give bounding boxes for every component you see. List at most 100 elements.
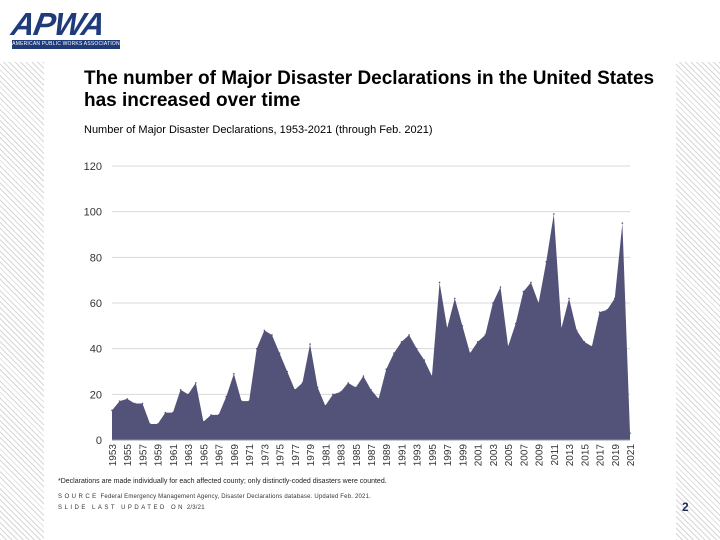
data-point <box>126 398 129 400</box>
data-point <box>545 261 548 263</box>
data-point <box>575 329 578 332</box>
source-label: SOURCE <box>58 494 99 500</box>
chart-title: Number of Major Disaster Declarations, 1… <box>84 124 433 136</box>
data-point <box>332 393 334 396</box>
x-tick-label: 1973 <box>260 444 271 467</box>
data-point <box>187 393 189 396</box>
data-point <box>461 325 464 327</box>
data-point <box>194 382 197 384</box>
x-tick-label: 1983 <box>337 444 348 467</box>
x-tick-label: 1963 <box>184 444 195 467</box>
data-point <box>438 281 441 284</box>
data-point <box>423 359 426 361</box>
y-tick-label: 60 <box>90 298 102 310</box>
data-point <box>431 375 433 377</box>
x-tick-label: 2009 <box>535 444 546 467</box>
logo-wordmark: APWA <box>8 6 108 42</box>
x-tick-label: 1953 <box>108 444 119 467</box>
data-point <box>583 341 586 343</box>
data-point <box>591 345 593 348</box>
data-point <box>111 409 113 412</box>
x-tick-label: 1961 <box>169 444 180 467</box>
x-tick-label: 2011 <box>550 444 561 466</box>
slide-title: The number of Major Disaster Declaration… <box>84 68 655 111</box>
data-point <box>476 341 479 343</box>
y-tick-label: 20 <box>90 389 102 401</box>
x-tick-label: 2015 <box>580 444 591 467</box>
data-point <box>446 327 448 329</box>
logo-tagline: AMERICAN PUBLIC WORKS ASSOCIATION <box>12 40 120 49</box>
data-point <box>225 395 228 398</box>
data-point <box>568 297 570 300</box>
x-tick-label: 2019 <box>611 444 622 467</box>
data-point <box>408 334 410 336</box>
data-point <box>240 400 243 402</box>
data-point <box>263 329 266 332</box>
x-tick-label: 1967 <box>215 444 226 467</box>
x-tick-label: 1971 <box>245 444 256 467</box>
data-point <box>598 311 601 313</box>
x-tick-label: 1999 <box>458 444 469 467</box>
x-tick-label: 1995 <box>428 444 439 467</box>
data-point <box>324 404 327 407</box>
data-point <box>316 386 319 389</box>
page-number: 2 <box>682 500 689 514</box>
left-decorative-pattern <box>0 62 44 540</box>
y-tick-label: 0 <box>96 435 102 447</box>
series-area <box>112 213 630 440</box>
data-point <box>492 302 494 304</box>
x-tick-label: 1989 <box>382 444 393 467</box>
x-tick-label: 2017 <box>596 444 607 467</box>
source-text: Federal Emergency Management Agency, Dis… <box>100 494 371 500</box>
data-point <box>522 290 525 293</box>
data-point <box>309 343 311 345</box>
x-tick-label: 2013 <box>565 444 576 467</box>
x-tick-label: 1987 <box>367 444 378 467</box>
data-point <box>217 414 220 416</box>
x-tick-label: 2003 <box>489 444 500 467</box>
x-tick-label: 2005 <box>504 444 515 467</box>
x-tick-label: 1959 <box>154 444 165 467</box>
data-point <box>484 334 487 336</box>
data-point <box>453 297 456 300</box>
x-tick-label: 1969 <box>230 444 241 467</box>
footnote: *Declarations are made individually for … <box>58 478 387 485</box>
data-point <box>354 386 357 389</box>
data-point <box>164 411 167 414</box>
data-point <box>621 222 624 224</box>
x-tick-label: 1991 <box>397 444 408 467</box>
x-tick-label: 1955 <box>123 444 134 467</box>
data-point <box>210 414 212 416</box>
x-tick-label: 1981 <box>321 444 332 467</box>
data-point <box>278 352 281 355</box>
data-point <box>377 398 380 400</box>
data-point <box>629 432 631 434</box>
apwa-logo: APWA AMERICAN PUBLIC WORKS ASSOCIATION <box>8 6 120 50</box>
data-point <box>339 391 342 393</box>
x-tick-label: 1977 <box>291 444 302 467</box>
data-point <box>134 402 136 405</box>
data-point <box>286 370 289 373</box>
right-decorative-pattern <box>676 62 720 540</box>
x-tick-label: 1985 <box>352 444 363 467</box>
x-tick-label: 2021 <box>626 444 637 467</box>
data-point <box>179 388 182 391</box>
data-point <box>560 327 563 329</box>
data-point <box>469 352 471 355</box>
x-tick-label: 1965 <box>199 444 210 467</box>
data-point <box>347 382 349 384</box>
data-point <box>370 388 372 391</box>
data-point <box>385 368 388 371</box>
x-tick-label: 1979 <box>306 444 317 467</box>
data-point <box>606 309 608 311</box>
x-tick-label: 1997 <box>443 444 454 467</box>
data-point <box>514 322 517 325</box>
x-tick-label: 1993 <box>413 444 424 467</box>
updated-label: SLIDE LAST UPDATED ON <box>58 505 185 511</box>
data-point <box>530 281 532 284</box>
y-tick-label: 80 <box>90 252 102 264</box>
data-point <box>499 286 502 288</box>
data-point <box>362 375 365 377</box>
x-tick-label: 1957 <box>138 444 149 467</box>
data-point <box>156 423 159 425</box>
